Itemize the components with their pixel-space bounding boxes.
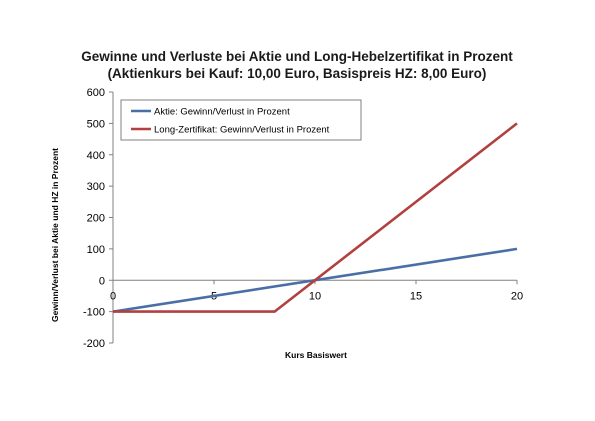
chart-title: Gewinne und Verluste bei Aktie und Long-… — [81, 49, 513, 64]
x-tick-label: 20 — [511, 290, 523, 302]
series-line-2 — [113, 122, 518, 313]
legend-entry-2: Long-Zertifikat: Gewinn/Verlust in Proze… — [154, 125, 330, 136]
y-axis-label: Gewinn/Verlust bei Aktie und HZ in Proze… — [50, 148, 60, 322]
chart-subtitle: (Aktienkurs bei Kauf: 10,00 Euro, Basisp… — [108, 66, 487, 81]
y-tick-label: -100 — [83, 307, 105, 319]
legend-box — [120, 99, 362, 141]
x-tick-label: 15 — [410, 290, 422, 302]
y-tick-label: 0 — [99, 275, 105, 287]
y-tick-label: 500 — [87, 118, 105, 130]
y-tick-label: 200 — [87, 213, 105, 225]
y-tick-label: 100 — [87, 244, 105, 256]
legend-entry-1: Aktie: Gewinn/Verlust in Prozent — [154, 107, 290, 118]
y-tick-label: 300 — [87, 181, 105, 193]
y-tick-label: -200 — [83, 338, 105, 350]
x-tick-label: 0 — [110, 290, 116, 302]
x-tick-label: 10 — [309, 290, 321, 302]
y-tick-label: 600 — [87, 87, 105, 99]
x-axis-label: Kurs Basiswert — [285, 350, 347, 360]
y-tick-label: 400 — [87, 150, 105, 162]
